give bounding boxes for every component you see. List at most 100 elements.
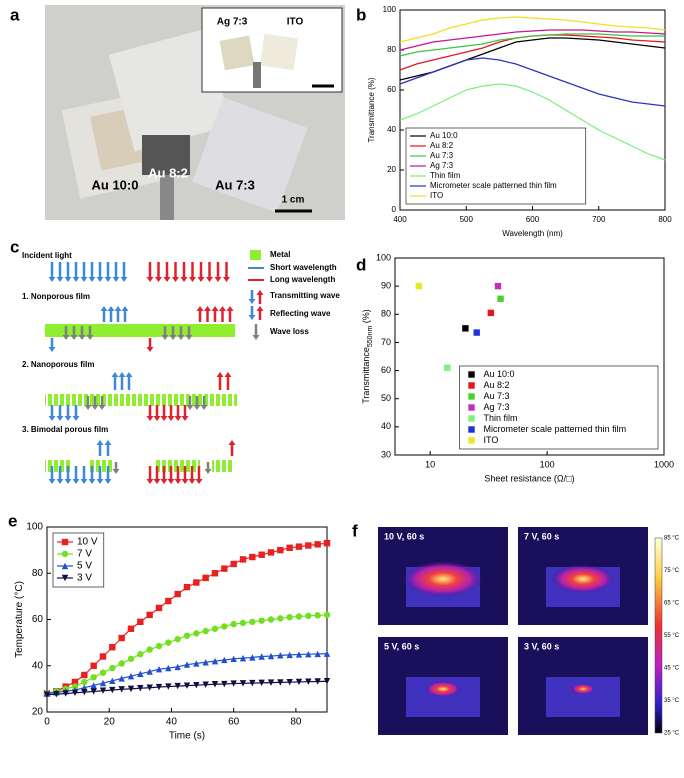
x-tick-label: 80 (290, 717, 302, 728)
legend-marker (468, 415, 475, 422)
data-point (202, 574, 209, 582)
data-point (323, 678, 331, 685)
data-point (165, 664, 172, 672)
arrow-head (104, 440, 112, 445)
y-axis-label-subscript: 550nm (367, 326, 374, 348)
data-point (239, 654, 247, 662)
data-point (62, 690, 69, 697)
y-tick-label: 60 (32, 614, 44, 625)
data-point (109, 664, 116, 672)
data-point (174, 635, 181, 643)
legend-marker (468, 404, 475, 411)
arrow-head (88, 277, 96, 282)
film-sample (192, 97, 308, 213)
x-tick-label: 0 (44, 717, 50, 728)
data-point (81, 671, 88, 679)
legend-swatch (250, 250, 261, 260)
arrow-head (84, 405, 92, 410)
panel-label: e (8, 511, 17, 530)
x-axis-label: Wavelength (nm) (502, 229, 563, 238)
data-point (277, 679, 284, 686)
legend-marker (61, 562, 69, 570)
data-point (174, 590, 181, 598)
bimodal-film (212, 460, 232, 472)
arrow-head (160, 479, 168, 484)
panel-label: c (10, 237, 19, 256)
series-line (399, 83, 666, 161)
data-point (305, 542, 312, 549)
sample-label: Au 10:0 (92, 177, 139, 192)
data-point (211, 625, 219, 632)
data-point (239, 680, 247, 687)
data-point (267, 679, 275, 686)
film-sample (108, 28, 232, 152)
data-point (155, 642, 163, 650)
thermal-image: 10 V, 60 s (378, 527, 508, 625)
arrow-head (206, 277, 213, 282)
data-point (165, 683, 172, 690)
diagram: Incident light 1. Nonporous film 2. Nano… (22, 250, 340, 484)
data-point (305, 650, 312, 658)
data-point (249, 618, 256, 626)
arrow-head (96, 479, 104, 484)
arrow-head (112, 277, 120, 282)
arrow-head (98, 405, 106, 410)
data-point (221, 680, 228, 688)
data-point (155, 683, 163, 691)
arrow-head (48, 479, 56, 484)
diagram-label: 3. Bimodal porous film (22, 425, 108, 434)
colorbar-label: 75 °C (664, 568, 680, 574)
panel-label: a (10, 5, 20, 24)
data-point (165, 639, 172, 646)
clip (142, 135, 190, 175)
inset-label: Ag 7:3 (217, 17, 248, 28)
hot-spot (403, 561, 483, 597)
data-point (258, 617, 265, 624)
legend-label: 7 V (77, 549, 92, 560)
arrow-head (125, 372, 133, 377)
y-tick-label: 40 (381, 421, 391, 431)
legend-label: ITO (430, 191, 443, 200)
data-point (155, 666, 163, 673)
arrow-head (248, 299, 256, 304)
arrow-head (111, 372, 119, 377)
data-point (323, 539, 331, 547)
data-point (183, 632, 191, 639)
arrow-head (104, 277, 112, 282)
arrow-head (56, 479, 64, 484)
panel-label: b (356, 5, 366, 24)
arrow-head (100, 306, 108, 311)
data-point (211, 657, 219, 665)
arrow-head (155, 277, 162, 282)
film-sample (219, 35, 255, 71)
chart: 10 100 1000 30 40 50 60 70 80 90 100 Sheet resistan… (361, 252, 674, 483)
x-tick-label: 20 (104, 717, 116, 728)
data-point (286, 651, 293, 659)
data-point (81, 688, 88, 696)
legend-label: Au 7:3 (430, 151, 454, 160)
arrow-head (48, 277, 56, 282)
thermal-image: 5 V, 60 s (378, 637, 508, 735)
y-tick-label: 30 (381, 449, 391, 459)
arrow-head (146, 347, 154, 352)
legend-label: Metal (270, 250, 290, 259)
data-point (137, 684, 144, 692)
panel-label: d (356, 255, 366, 274)
data-point (286, 544, 293, 552)
plot-frame (394, 257, 665, 456)
arrow-head (153, 479, 161, 484)
legend: 10 V7 V5 V3 V (52, 532, 105, 588)
data-point (109, 686, 116, 694)
data-point (314, 612, 321, 619)
film-sample (259, 33, 299, 71)
legend-marker (61, 538, 69, 546)
data-point (146, 611, 153, 619)
arrow-head (197, 277, 205, 282)
y-tick-label: 90 (381, 281, 391, 291)
y-tick-label: 20 (32, 707, 44, 718)
arrow-head (64, 479, 72, 484)
y-tick-label: 0 (392, 205, 397, 214)
arrow-head (163, 277, 171, 282)
arrow-head (62, 335, 70, 340)
series-line (399, 33, 665, 57)
